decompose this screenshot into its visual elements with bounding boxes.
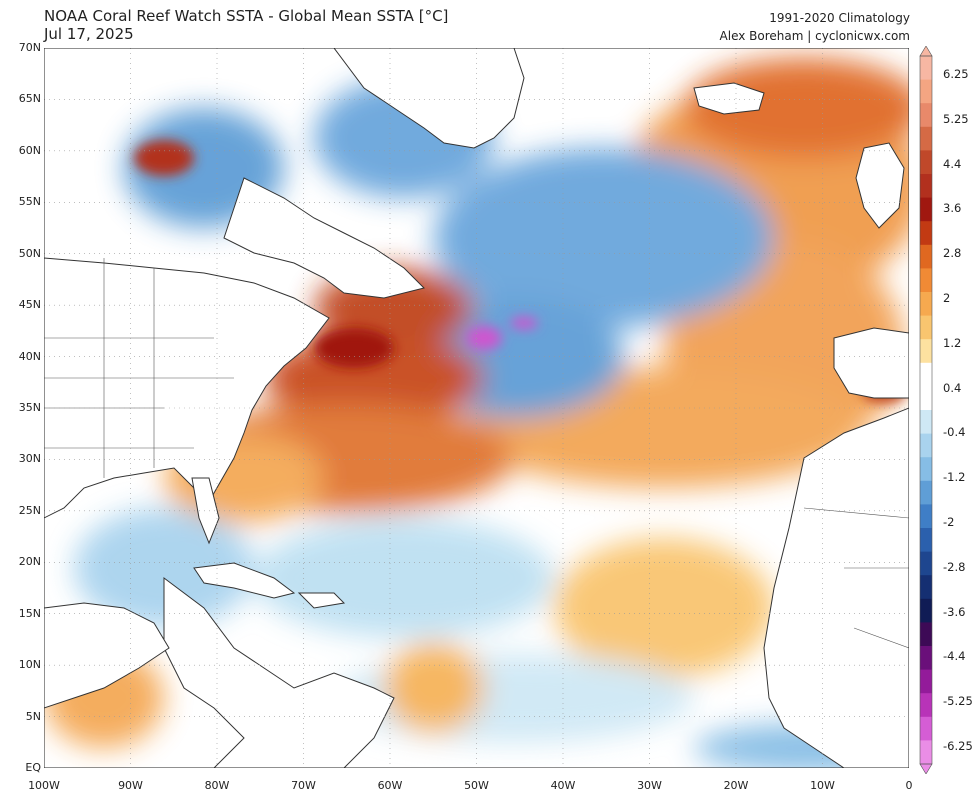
longitude-label: 20W (723, 779, 749, 792)
map-date: Jul 17, 2025 (44, 25, 134, 43)
map-title: NOAA Coral Reef Watch SSTA - Global Mean… (44, 7, 449, 25)
latitude-label: 50N (18, 246, 41, 260)
colorbar-swatch (920, 315, 932, 340)
colorbar-swatch (920, 174, 932, 199)
ssta-map (44, 48, 909, 768)
colorbar-swatch (920, 528, 932, 553)
latitude-label: 5N (25, 709, 41, 723)
colorbar-tick-label: 4.4 (943, 156, 962, 171)
colorbar-tick-label: -2.8 (943, 559, 966, 574)
colorbar-swatch (920, 56, 932, 81)
colorbar-swatch (920, 716, 932, 741)
longitude-label: 30W (637, 779, 662, 792)
latitude-label: EQ (25, 761, 41, 774)
longitude-label: 10W (810, 779, 835, 792)
colorbar-tick-label: -3.6 (943, 604, 966, 619)
latitude-label: 60N (18, 143, 41, 157)
longitude-label: 100W (28, 779, 60, 792)
latitude-label: 20N (18, 555, 41, 569)
latitude-label: 45N (18, 298, 41, 312)
colorbar-swatch (920, 410, 932, 435)
colorbar-swatch (920, 292, 932, 317)
longitude-label: 90W (118, 779, 143, 792)
longitude-label: 60W (377, 779, 403, 792)
longitude-label: 0 (905, 779, 913, 792)
colorbar-swatch (920, 646, 932, 671)
longitude-label: 50W (464, 779, 489, 792)
colorbar-min-arrow (919, 763, 933, 774)
colorbar-swatch (920, 622, 932, 647)
colorbar-max-arrow (919, 46, 933, 57)
colorbar-swatch (920, 740, 932, 765)
colorbar-tick-label: 2 (943, 291, 951, 305)
latitude-label: 40N (18, 349, 41, 363)
land (44, 48, 909, 768)
longitude-label: 70W (291, 779, 316, 792)
credit-label: Alex Boreham | cyclonicwx.com (719, 29, 910, 43)
colorbar-tick-label: -6.25 (943, 739, 973, 753)
latitude-label: 10N (18, 658, 41, 672)
colorbar-swatch (920, 339, 932, 364)
colorbar-swatch (920, 221, 932, 246)
colorbar-swatch (920, 575, 932, 600)
latitude-label: 70N (18, 41, 41, 54)
climatology-label: 1991-2020 Climatology (769, 11, 910, 25)
colorbar-swatch (920, 244, 932, 269)
colorbar-swatch (920, 126, 932, 151)
colorbar-tick-label: 6.25 (943, 67, 969, 81)
colorbar-swatch (920, 457, 932, 482)
colorbar-frame (919, 55, 933, 765)
gridlines (44, 48, 909, 768)
latitude-label: 35N (18, 401, 41, 414)
colorbar-swatch (920, 480, 932, 505)
colorbar-swatch (920, 197, 932, 222)
colorbar-tick-label: -1.2 (943, 470, 966, 485)
colorbar-swatch (920, 362, 932, 387)
longitude-label: 80W (204, 779, 230, 792)
colorbar-swatch (920, 103, 932, 128)
colorbar-tick-label: 0.4 (943, 380, 962, 395)
borders (44, 258, 909, 649)
latitude-label: 65N (18, 92, 41, 106)
colorbar-swatch (920, 504, 932, 529)
colorbar-tick-label: -0.4 (943, 425, 966, 440)
colorbar-tick-label: -4.4 (943, 649, 966, 664)
colorbar-tick-label: -2 (943, 515, 955, 529)
colorbar-swatch (920, 551, 932, 576)
colorbar-swatch (920, 669, 932, 694)
colorbar-swatch (920, 268, 932, 293)
colorbar-tick-label: 1.2 (943, 335, 962, 350)
latitude-label: 30N (18, 452, 41, 466)
latitude-label: 15N (18, 606, 41, 620)
colorbar-swatch (920, 386, 932, 411)
colorbar-tick-label: 3.6 (943, 201, 962, 216)
latitude-label: 25N (18, 503, 41, 517)
colorbar-swatch (920, 598, 932, 623)
colorbar-swatch (920, 150, 932, 175)
colorbar-swatch (920, 693, 932, 718)
colorbar-tick-label: 5.25 (943, 111, 969, 126)
colorbar-swatch (920, 79, 932, 104)
colorbar (919, 46, 933, 774)
colorbar-tick-label: 2.8 (943, 246, 962, 261)
latitude-label: 55N (18, 195, 41, 209)
colorbar-swatch (920, 433, 932, 458)
longitude-label: 40W (550, 779, 576, 792)
colorbar-tick-label: -5.25 (943, 694, 973, 709)
